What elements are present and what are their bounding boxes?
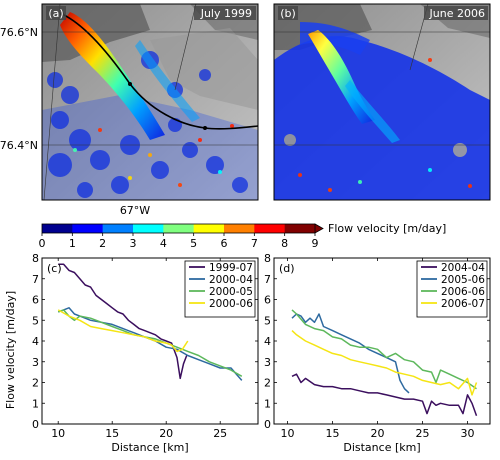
x-tick-label: 30 (461, 427, 475, 440)
colorbar-segment (102, 224, 134, 233)
colorbar-segment (163, 224, 194, 233)
legend-entry: 2000-06 (209, 298, 253, 310)
series-line-2000-06 (57, 309, 189, 353)
legend-entry: 2006-06 (441, 286, 485, 298)
panel-b-label-bg (278, 6, 298, 20)
panel-label: (d) (279, 262, 295, 275)
colorbar-tick-label: 1 (69, 237, 76, 250)
colorbar-frame (41, 223, 316, 234)
panel-label: (c) (47, 262, 62, 275)
colorbar-tick-label: 9 (312, 237, 319, 250)
x-tick-label: 25 (213, 427, 227, 440)
legend-entry: 2000-05 (209, 286, 253, 298)
y-tick-label: 6 (32, 294, 39, 307)
colorbar: 0 1 2 3 4 5 6 7 8 9 Flow velocity [m/day] (39, 222, 447, 250)
panel-a-label-bg (46, 6, 66, 20)
colorbar-segment (72, 224, 103, 233)
colorbar-tick-label: 2 (99, 237, 106, 250)
colorbar-tick-label: 6 (221, 237, 228, 250)
map-a-flowline (61, 13, 258, 130)
panel-a-label: (a) (48, 7, 63, 20)
colorbar-segment (224, 224, 255, 233)
map-a-speckle-warm (73, 124, 234, 187)
series-line-2004-04 (291, 373, 478, 416)
series-line-2005-06 (291, 313, 410, 394)
colorbar-segment (133, 224, 164, 233)
y-tick-label: 2 (264, 377, 271, 390)
colorbar-segment (284, 224, 316, 233)
y-tick-label: 0 (264, 418, 271, 431)
y-tick-label: 6 (264, 294, 271, 307)
colorbar-segment (193, 224, 225, 233)
latitude-label-north: 76.6°N (0, 26, 38, 39)
legend-entry: 2000-04 (209, 274, 253, 286)
y-axis-label: Flow velocity [m/day] (4, 291, 17, 409)
colorbar-segment (42, 224, 73, 233)
y-tick-label: 5 (264, 314, 271, 327)
y-tick-label: 4 (264, 335, 271, 348)
x-tick-label: 25 (416, 427, 430, 440)
colorbar-tick-label: 7 (251, 237, 258, 250)
panel-a-date-bg (194, 6, 256, 20)
colorbar-tick-label: 3 (130, 237, 137, 250)
colorbar-extend-arrow (314, 223, 324, 234)
map-a-glacier-stream (60, 12, 165, 140)
x-tick-label: 20 (371, 427, 385, 440)
y-tick-label: 8 (264, 252, 271, 265)
legend-entry: 2005-06 (441, 274, 485, 286)
y-tick-label: 1 (32, 397, 39, 410)
x-tick-label: 15 (326, 427, 340, 440)
x-axis-label: Distance [km] (343, 441, 420, 454)
panel-b-date-bg (424, 6, 488, 20)
legend (184, 260, 256, 318)
colorbar-label: Flow velocity [m/day] (328, 222, 446, 235)
series-line-2006-07 (291, 330, 478, 396)
y-tick-label: 7 (264, 273, 271, 286)
x-tick-label: 10 (51, 427, 65, 440)
x-tick-label: 10 (281, 427, 295, 440)
legend-entry: 1999-07 (209, 262, 253, 274)
y-tick-label: 3 (264, 356, 271, 369)
plot-frame (41, 257, 259, 425)
colorbar-tick-label: 5 (190, 237, 197, 250)
map-a-velocity-speckle (47, 51, 248, 198)
series-line-2006-06 (291, 309, 477, 390)
longitude-label: 67°W (120, 204, 150, 217)
y-tick-label: 3 (32, 356, 39, 369)
x-tick-label: 20 (159, 427, 173, 440)
y-tick-label: 0 (32, 418, 39, 431)
map-panel-b: (b) June 2006 (273, 3, 491, 201)
legend-entry: 2004-04 (441, 262, 485, 274)
y-tick-label: 4 (32, 335, 39, 348)
y-tick-label: 5 (32, 314, 39, 327)
y-tick-label: 1 (264, 397, 271, 410)
panel-b-label: (b) (280, 7, 296, 20)
x-axis-label: Distance [km] (111, 441, 188, 454)
series-line-1999-07 (58, 263, 188, 380)
colorbar-tick-label: 4 (160, 237, 167, 250)
latitude-label-south: 76.4°N (0, 139, 38, 152)
colorbar-tick-label: 8 (281, 237, 288, 250)
colorbar-segment (254, 224, 285, 233)
legend-entry: 2006-07 (441, 298, 485, 310)
y-tick-label: 8 (32, 252, 39, 265)
y-tick-label: 7 (32, 273, 39, 286)
y-tick-label: 2 (32, 377, 39, 390)
colorbar-tick-label: 0 (39, 237, 46, 250)
plot-frame (273, 257, 491, 425)
x-tick-label: 15 (105, 427, 119, 440)
panel-a-date: July 1999 (200, 7, 252, 20)
map-panel-a: (a) July 1999 (41, 3, 259, 201)
legend (416, 260, 488, 318)
panel-b-date: June 2006 (429, 7, 485, 20)
map-b-speckle-warm (284, 58, 472, 192)
